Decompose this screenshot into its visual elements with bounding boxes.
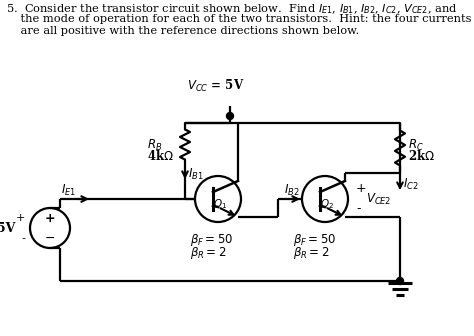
Text: $I_{C2}$: $I_{C2}$ [403,176,419,192]
Text: -: - [356,203,361,215]
Circle shape [227,113,234,120]
Text: $R_C$: $R_C$ [408,137,424,153]
Text: $I_{B1}$: $I_{B1}$ [188,166,204,181]
Text: 2k$\Omega$: 2k$\Omega$ [408,149,435,163]
Text: 4k$\Omega$: 4k$\Omega$ [147,149,174,163]
Text: $I_{E1}$: $I_{E1}$ [61,182,76,198]
Text: +: + [45,212,55,225]
Text: +: + [16,213,25,223]
Text: 5.  Consider the transistor circuit shown below.  Find $I_{E1}$, $I_{B1}$, $I_{B: 5. Consider the transistor circuit shown… [6,2,457,15]
Text: $V_{CE2}$: $V_{CE2}$ [366,192,392,207]
Circle shape [396,278,403,285]
Text: $\beta_R = 2$: $\beta_R = 2$ [293,245,329,261]
Text: $Q_1$: $Q_1$ [213,197,227,211]
Text: -: - [21,233,25,243]
Text: $\beta_F = 50$: $\beta_F = 50$ [293,232,336,248]
Text: $I_{B2}$: $I_{B2}$ [284,182,300,198]
Text: $-$: $-$ [45,230,55,244]
Text: $Q_2$: $Q_2$ [320,197,334,211]
Text: the mode of operation for each of the two transistors.  Hint: the four currents: the mode of operation for each of the tw… [6,14,472,24]
Text: $R_B$: $R_B$ [147,137,162,153]
Text: 5V: 5V [0,221,15,235]
Text: $\beta_F = 50$: $\beta_F = 50$ [190,232,233,248]
Text: $V_{CC}$ = 5V: $V_{CC}$ = 5V [187,78,245,94]
Text: $\beta_R = 2$: $\beta_R = 2$ [190,245,227,261]
Text: are all positive with the reference directions shown below.: are all positive with the reference dire… [6,26,359,36]
Text: +: + [356,182,366,196]
